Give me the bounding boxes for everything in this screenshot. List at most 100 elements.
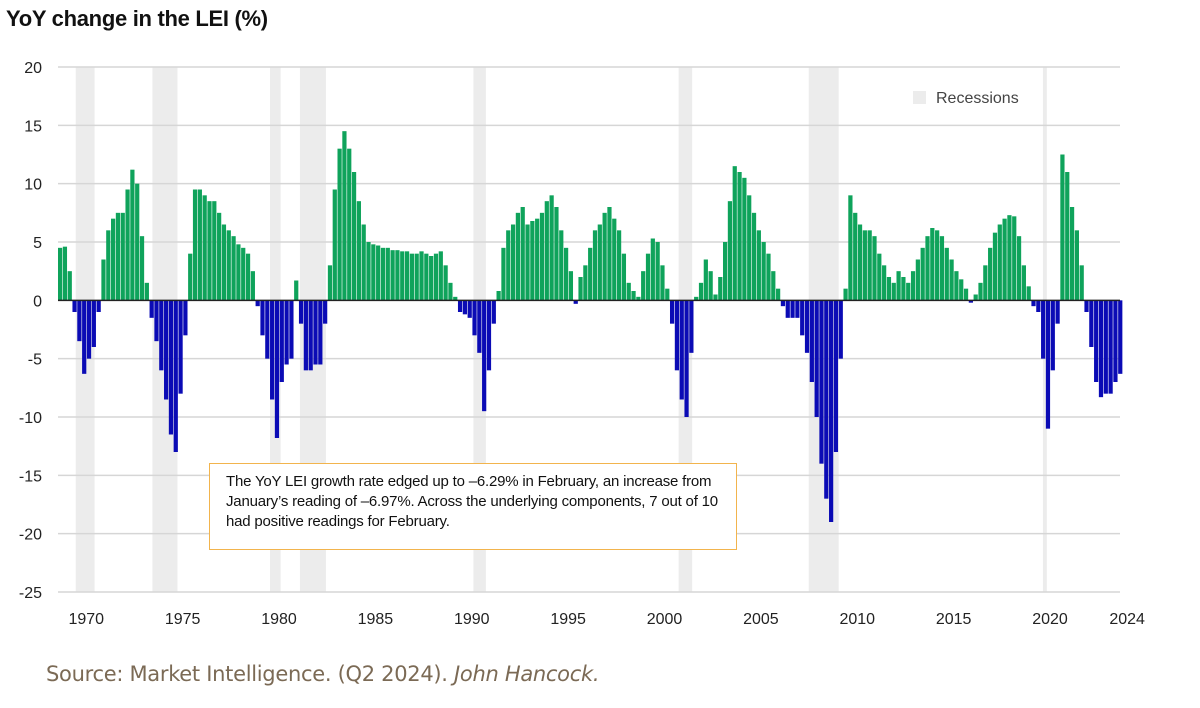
bar	[689, 300, 694, 353]
bar	[698, 282, 704, 301]
bar	[270, 300, 275, 400]
bar	[188, 253, 193, 301]
bar	[482, 300, 487, 412]
bar	[130, 169, 135, 301]
bar	[226, 230, 231, 301]
bar	[472, 300, 477, 336]
bar	[612, 218, 617, 301]
bar	[347, 148, 352, 301]
x-tick-label: 2015	[936, 611, 972, 628]
bar	[988, 247, 993, 301]
bar	[896, 271, 901, 301]
bar	[1094, 300, 1099, 382]
bar	[660, 265, 665, 301]
bar	[1108, 300, 1113, 394]
bar	[139, 236, 145, 301]
bar	[58, 247, 63, 301]
bar	[366, 242, 371, 301]
x-tick-label: 2010	[839, 611, 875, 628]
bar	[265, 300, 270, 359]
annotation-box: The YoY LEI growth rate edged up to –6.2…	[209, 463, 737, 550]
bar	[737, 172, 742, 301]
bar	[86, 300, 92, 359]
bar	[491, 300, 496, 324]
bar	[332, 189, 337, 301]
bar	[973, 294, 978, 301]
bar	[144, 282, 149, 301]
bar	[795, 300, 800, 318]
bar	[313, 300, 318, 365]
bar	[323, 300, 328, 324]
bar	[486, 300, 492, 371]
bar	[149, 300, 154, 318]
x-tick-label: 1990	[454, 611, 490, 628]
bar	[1021, 265, 1026, 301]
x-tick-label: 2020	[1032, 611, 1068, 628]
chart-title: YoY change in the LEI (%)	[6, 6, 268, 31]
bar	[448, 282, 453, 301]
bar	[82, 300, 87, 374]
bar	[342, 131, 347, 301]
y-tick-label: -25	[19, 585, 42, 602]
bar	[217, 212, 222, 301]
bar	[723, 242, 728, 301]
bar	[260, 300, 265, 336]
x-tick-label: 1980	[261, 611, 297, 628]
bar	[385, 247, 390, 301]
bar	[641, 271, 646, 301]
bar	[713, 294, 718, 301]
bar	[853, 212, 858, 301]
bar	[539, 212, 545, 301]
bar	[520, 207, 525, 301]
bar	[906, 282, 911, 301]
bar	[197, 189, 202, 301]
bar	[395, 250, 400, 301]
bar	[168, 300, 174, 435]
bar	[77, 300, 82, 342]
bar	[221, 224, 227, 301]
bar	[949, 259, 954, 301]
bar	[583, 265, 588, 301]
bar	[824, 300, 829, 499]
bar	[356, 201, 361, 301]
bar	[1007, 215, 1012, 301]
bar	[621, 253, 627, 301]
bar	[809, 300, 814, 382]
bar	[1089, 300, 1094, 347]
bar	[178, 300, 183, 394]
bar	[96, 300, 101, 312]
bar	[1074, 230, 1079, 301]
bar	[588, 247, 593, 301]
bar	[944, 247, 949, 301]
bar	[862, 230, 867, 301]
y-tick-label: -10	[19, 410, 42, 427]
bar	[453, 296, 458, 301]
bar	[535, 218, 540, 301]
bar	[337, 148, 342, 301]
bar	[212, 201, 217, 301]
bar	[101, 259, 106, 301]
bar	[935, 230, 940, 301]
bar	[515, 212, 521, 301]
bar	[400, 251, 405, 301]
bar	[761, 242, 766, 301]
bar	[1045, 300, 1051, 429]
bar	[930, 228, 935, 301]
bar	[125, 189, 130, 301]
bar	[616, 230, 622, 301]
bar	[120, 212, 125, 301]
bar	[776, 288, 781, 301]
bar	[443, 265, 448, 301]
bar	[597, 224, 602, 301]
bar	[404, 251, 410, 301]
y-tick-label: -5	[28, 352, 42, 369]
bar	[477, 300, 482, 353]
bar	[857, 224, 863, 301]
bar	[62, 246, 68, 301]
bar	[438, 251, 443, 301]
bar	[718, 277, 723, 301]
bar	[800, 300, 805, 336]
bar	[284, 300, 289, 365]
bar	[1079, 265, 1084, 301]
bar	[1069, 207, 1075, 301]
